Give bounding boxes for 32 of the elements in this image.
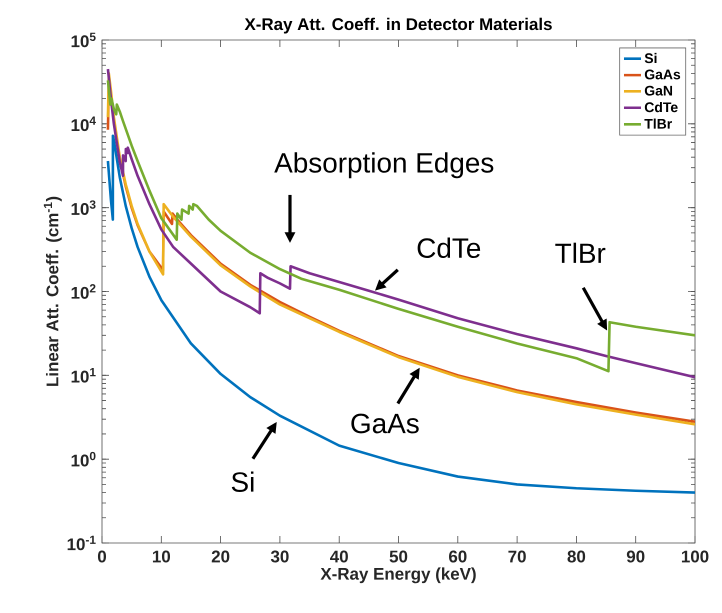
y-tick-label: 10$^{4}$	[72, 116, 96, 132]
annotation: Si	[232, 471, 254, 492]
legend-label: GaN	[644, 86, 672, 96]
legend-label: CdTe	[644, 102, 678, 112]
chart-title: X-Ray Att. Coeff. in Detector Materials	[244, 18, 552, 34]
y-axis-title: Linear Att. Coeff. (cm$^{-1}$)	[44, 196, 62, 386]
x-tick-label: 60	[449, 550, 467, 563]
legend-label: TlBr	[644, 118, 672, 129]
y-tick-label: 10$^{3}$	[72, 200, 96, 216]
legend-label: GaAs	[644, 70, 680, 80]
x-tick-label: 70	[508, 550, 526, 563]
annotation: GaAs	[351, 414, 419, 434]
annotation: CdTe	[418, 238, 480, 258]
x-tick-label: 20	[212, 550, 230, 563]
x-tick-label: 40	[330, 550, 348, 563]
x-tick-label: 0	[98, 550, 106, 563]
x-axis-title: X-Ray Energy (keV)	[320, 567, 476, 584]
x-tick-label: 80	[568, 550, 586, 563]
y-tick-label: 10$^{0}$	[72, 452, 96, 467]
y-tick-label: 10$^{1}$	[72, 368, 96, 383]
y-tick-label: 10$^{5}$	[72, 32, 96, 48]
x-tick-label: 10	[152, 550, 170, 563]
x-tick-label: 50	[390, 550, 408, 563]
x-tick-label: 90	[626, 550, 644, 563]
x-tick-label: 30	[270, 550, 289, 563]
y-tick-label: 10$^{2}$	[72, 284, 96, 299]
line-series	[106, 134, 696, 494]
y-tick-label: 10$^{-1}$	[68, 536, 96, 550]
x-tick-label: 100	[682, 550, 708, 563]
annotation: Absorption Edges	[274, 152, 494, 178]
legend-label: Si	[644, 52, 656, 64]
annotation: TlBr	[555, 242, 606, 263]
